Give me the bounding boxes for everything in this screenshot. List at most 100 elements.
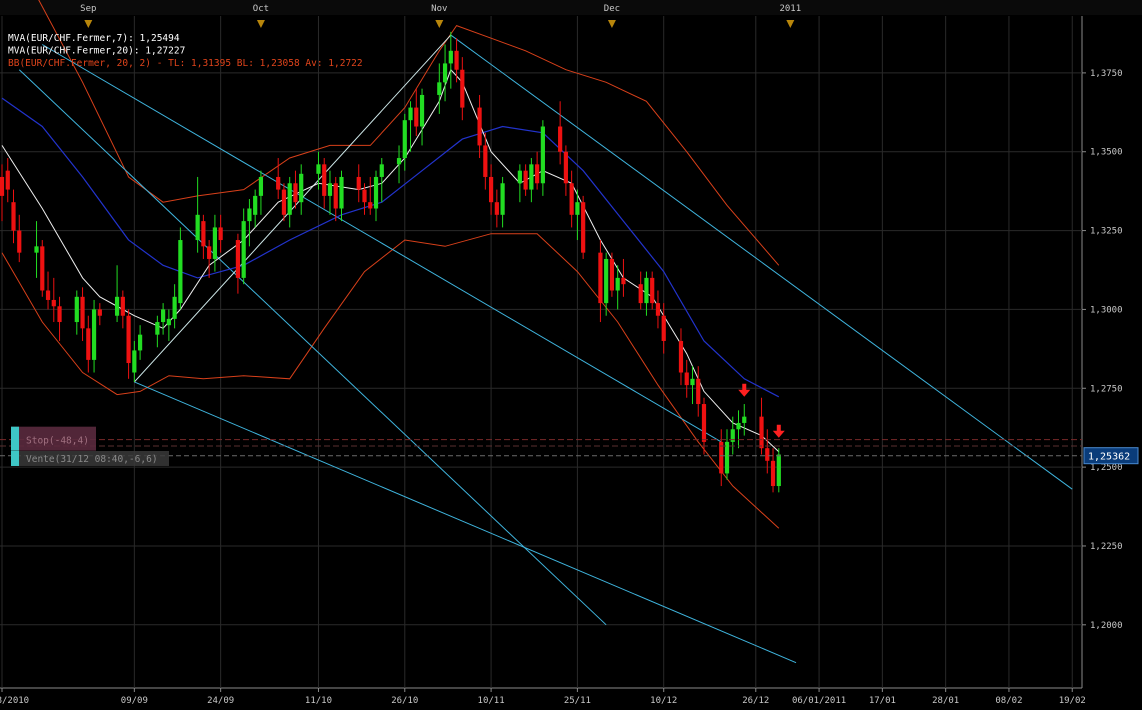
bollinger-upper-line xyxy=(38,0,780,266)
x-tick-label: 09/09 xyxy=(121,696,148,706)
candle xyxy=(414,88,419,136)
x-tick-label: 10/12 xyxy=(650,696,677,706)
last-price-bg xyxy=(1083,447,1139,465)
month-marker-icon xyxy=(607,20,616,28)
candle xyxy=(437,63,442,114)
candle-body xyxy=(701,404,707,442)
candle-body xyxy=(339,176,344,209)
candle xyxy=(402,113,407,171)
candle xyxy=(0,164,5,222)
candle-body xyxy=(742,416,747,423)
candle xyxy=(494,189,499,228)
candle xyxy=(80,287,85,341)
candle xyxy=(276,158,281,200)
candle-body xyxy=(730,429,735,442)
candle-body xyxy=(575,202,580,215)
candle xyxy=(362,183,367,215)
candle xyxy=(396,145,402,184)
order-labels[interactable]: Stop(-48,4) Vente(31/12 08:40,-6,6) xyxy=(11,426,169,466)
candle xyxy=(655,290,661,329)
candle-body xyxy=(155,322,160,335)
candle-body xyxy=(235,240,241,278)
month-marker-icon xyxy=(84,20,93,28)
candle-body xyxy=(776,454,781,487)
bollinger-bands xyxy=(1,0,780,529)
x-tick-label: 06/01/2011 xyxy=(792,696,846,706)
candle xyxy=(523,164,528,196)
candle-body xyxy=(558,126,563,152)
candle xyxy=(730,416,735,455)
candle xyxy=(281,183,287,222)
candle-body xyxy=(477,107,482,146)
candle xyxy=(460,57,465,121)
x-tick-label: 08/02 xyxy=(995,696,1022,706)
last-price-tag: 1,25362 xyxy=(1083,447,1139,465)
candle-body xyxy=(396,158,402,165)
candle xyxy=(178,227,183,310)
candle-body xyxy=(448,50,453,64)
candle xyxy=(293,170,298,209)
candle-body xyxy=(281,189,287,215)
candle xyxy=(477,94,482,159)
candle-body xyxy=(299,173,304,203)
candle xyxy=(212,214,217,272)
candle xyxy=(500,176,505,228)
y-tick-label: 1,2250 xyxy=(1090,542,1123,552)
candle-body xyxy=(258,176,264,196)
candle-body xyxy=(322,164,327,196)
candle xyxy=(598,240,603,323)
candle-body xyxy=(655,303,661,316)
x-tick-label: 26/12 xyxy=(742,696,769,706)
candle xyxy=(719,429,724,487)
candle xyxy=(615,265,620,310)
candle-body xyxy=(638,284,643,304)
candle-body xyxy=(120,296,125,316)
trend-line xyxy=(450,34,1073,490)
candle-body xyxy=(483,145,488,177)
candle-body xyxy=(17,230,22,253)
candle xyxy=(5,158,10,203)
candle xyxy=(155,315,160,348)
sell-order-box[interactable]: Vente(31/12 08:40,-6,6) xyxy=(11,450,169,466)
candle-body xyxy=(57,306,62,323)
candle-body xyxy=(724,441,730,474)
candle xyxy=(650,271,655,310)
candle xyxy=(322,158,327,209)
x-tick-label: 26/10 xyxy=(391,696,418,706)
candle xyxy=(235,233,241,294)
signal-arrows xyxy=(738,383,785,438)
candle-body xyxy=(40,246,45,291)
candle-body xyxy=(494,202,499,215)
candle-body xyxy=(201,221,206,247)
candle xyxy=(448,31,453,89)
candle-body xyxy=(212,227,217,259)
candle xyxy=(172,284,177,329)
candle xyxy=(724,429,730,480)
y-tick-label: 1,2500 xyxy=(1090,463,1123,473)
candle-body xyxy=(356,176,361,190)
candle xyxy=(563,145,568,196)
candle xyxy=(765,429,770,474)
stop-box-handle xyxy=(11,426,19,451)
candle-body xyxy=(402,120,407,159)
order-lines xyxy=(0,439,1082,457)
month-label: 2011 xyxy=(779,4,801,14)
candle-body xyxy=(287,183,292,215)
candle xyxy=(287,176,292,228)
candle-body xyxy=(650,277,655,304)
candle xyxy=(644,271,649,316)
candle-body xyxy=(581,202,586,253)
candle xyxy=(488,164,494,215)
month-marker-icon xyxy=(786,20,795,28)
candle-body xyxy=(621,277,626,285)
candle xyxy=(356,164,361,203)
candle-body xyxy=(684,372,689,386)
y-axis: 1,2000 1,2250 1,2500 1,2750 1,3000 1,3250 1,35… xyxy=(1082,69,1123,631)
candle-body xyxy=(408,107,413,121)
candle-body xyxy=(247,208,252,222)
candle-body xyxy=(523,170,528,190)
candle-body xyxy=(195,214,200,241)
stop-order-box[interactable]: Stop(-48,4) xyxy=(11,426,96,451)
candle-body xyxy=(51,299,56,307)
legend-entry: BB(EUR/CHF.Fermer, 20, 2) - TL: 1,31395 … xyxy=(8,58,363,69)
